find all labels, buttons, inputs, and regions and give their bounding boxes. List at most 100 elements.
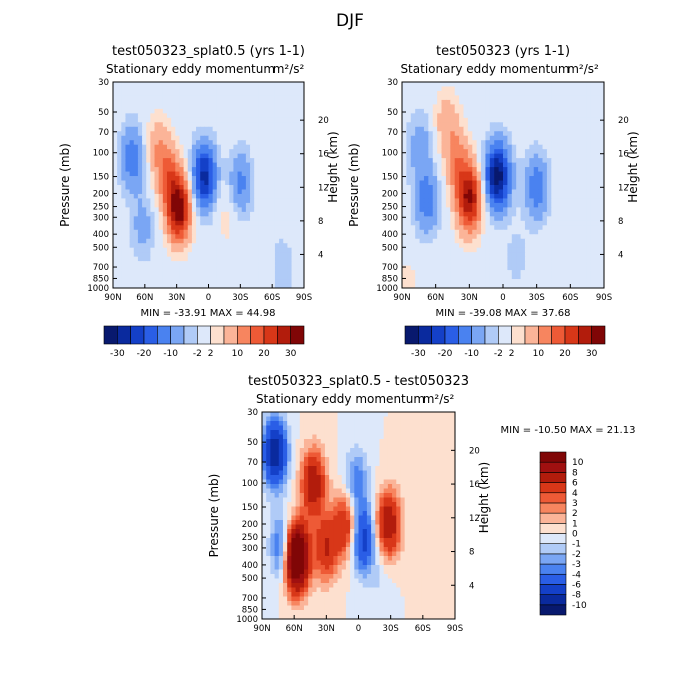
heatmap-cell [551, 211, 557, 217]
heatmap-cell [485, 225, 491, 231]
heatmap-cell [437, 153, 443, 159]
heatmap-cell [254, 95, 259, 101]
heatmap-cell [383, 425, 389, 431]
heatmap-cell [283, 256, 288, 262]
heatmap-cell [142, 198, 147, 204]
heatmap-cell [421, 439, 427, 445]
heatmap-cell [196, 153, 201, 159]
heatmap-cell [516, 220, 522, 226]
heatmap-cell [162, 140, 168, 146]
heatmap-cell [379, 430, 385, 436]
heatmap-cell [577, 113, 583, 119]
heatmap-cell [299, 279, 304, 285]
heatmap-cell [551, 104, 557, 110]
heatmap-cell [459, 234, 465, 240]
heatmap-cell [577, 131, 583, 137]
heatmap-cell [546, 90, 552, 97]
heatmap-cell [375, 416, 381, 422]
heatmap-cell [516, 167, 522, 173]
heatmap-cell [595, 229, 601, 235]
heatmap-cell [254, 247, 259, 253]
heatmap-cell [516, 149, 522, 155]
heatmap-cell [245, 261, 251, 267]
heatmap-cell [489, 140, 495, 146]
heatmap-cell [419, 265, 425, 271]
heatmap-cell [590, 135, 596, 141]
heatmap-cell [577, 149, 583, 155]
heatmap-cell [287, 86, 293, 92]
heatmap-cell [337, 452, 343, 458]
heatmap-cell [250, 247, 255, 253]
heatmap-cell [279, 113, 284, 119]
heatmap-cell [166, 247, 172, 253]
heatmap-cell [560, 176, 566, 182]
heatmap-cell [208, 162, 214, 168]
heatmap-cell [200, 90, 205, 97]
heatmap-cell [472, 252, 478, 258]
heatmap-cell [162, 252, 168, 258]
heatmap-cell [279, 104, 284, 110]
heatmap-cell [419, 234, 425, 240]
heatmap-cell [441, 279, 447, 285]
heatmap-cell [498, 198, 504, 204]
heatmap-cell [467, 108, 473, 114]
heatmap-cell [166, 158, 172, 164]
heatmap-cell [454, 229, 460, 235]
heatmap-cell [533, 189, 539, 195]
heatmap-cell [279, 86, 284, 92]
heatmap-cell [590, 265, 596, 271]
heatmap-cell [524, 117, 530, 123]
heatmap-cell [516, 283, 522, 288]
heatmap-cell [274, 425, 280, 431]
heatmap-cell [154, 135, 160, 141]
heatmap-cell [146, 162, 151, 168]
heatmap-cell [113, 122, 118, 128]
heatmap-cell [538, 126, 544, 132]
heatmap-cell [279, 211, 284, 217]
heatmap-cell [208, 252, 214, 258]
heatmap-cell [494, 198, 500, 204]
heatmap-cell [237, 229, 243, 235]
heatmap-cell [538, 171, 544, 177]
heatmap-cell [142, 117, 147, 123]
heatmap-cell [599, 82, 604, 88]
heatmap-cell [560, 252, 566, 258]
heatmap-cell [183, 279, 189, 285]
heatmap-cell [472, 122, 478, 128]
heatmap-cell [577, 265, 583, 271]
heatmap-cell [595, 117, 601, 123]
heatmap-cell [529, 261, 535, 267]
heatmap-cell [282, 421, 288, 427]
heatmap-cell [241, 149, 247, 155]
heatmap-cell [586, 176, 592, 182]
heatmap-cell [262, 211, 268, 217]
heatmap-cell [441, 113, 447, 119]
heatmap-cell [542, 252, 548, 258]
heatmap-cell [341, 443, 347, 449]
heatmap-cell [560, 283, 566, 288]
heatmap-cell [542, 122, 548, 128]
heatmap-cell [150, 135, 156, 141]
heatmap-cell [142, 126, 147, 132]
heatmap-cell [485, 82, 491, 88]
heatmap-cell [568, 256, 574, 262]
heatmap-cell [595, 193, 601, 200]
heatmap-cell [287, 238, 293, 244]
heatmap-cell [229, 126, 235, 132]
heatmap-cell [459, 238, 465, 244]
heatmap-cell [204, 256, 210, 262]
heatmap-cell [150, 122, 156, 128]
heatmap-cell [590, 180, 596, 186]
heatmap-cell [282, 425, 288, 431]
heatmap-cell [254, 149, 259, 155]
heatmap-cell [133, 158, 139, 164]
heatmap-cell [287, 211, 293, 217]
heatmap-cell [546, 252, 552, 258]
heatmap-cell [241, 86, 247, 92]
heatmap-cell [171, 216, 176, 222]
heatmap-cell [129, 158, 135, 164]
heatmap-cell [229, 99, 235, 105]
heatmap-cell [266, 220, 272, 226]
heatmap-cell [406, 243, 412, 249]
heatmap-cell [166, 220, 172, 226]
